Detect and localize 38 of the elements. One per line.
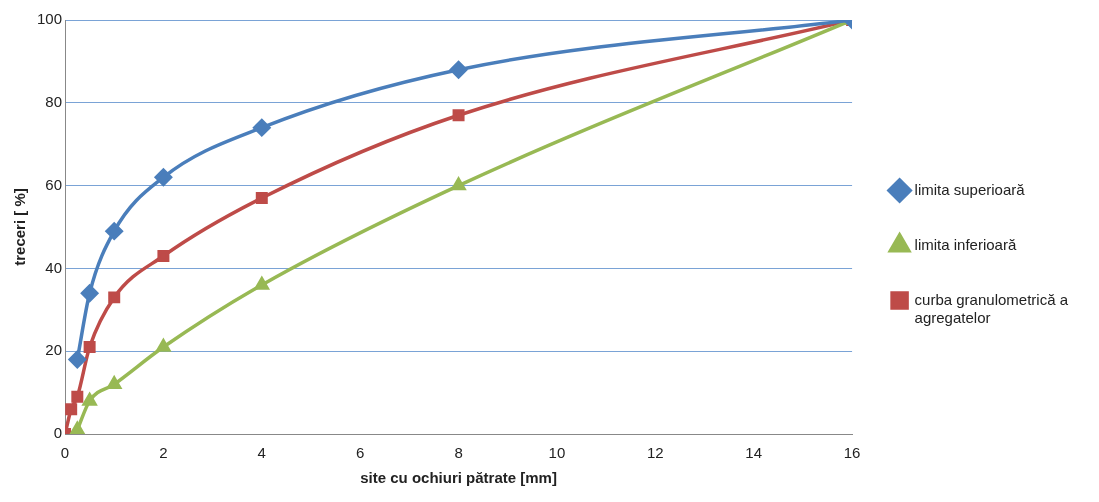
point bbox=[82, 393, 97, 406]
point bbox=[253, 118, 271, 137]
x-tick-label: 10 bbox=[548, 444, 566, 462]
x-tick-label: 12 bbox=[646, 444, 664, 462]
x-tick-label: 6 bbox=[356, 444, 365, 462]
x-tick-label: 4 bbox=[257, 444, 266, 462]
point bbox=[65, 403, 78, 416]
x-tick-label: 8 bbox=[454, 444, 463, 462]
x-tick-label: 2 bbox=[159, 444, 168, 462]
point bbox=[71, 390, 84, 403]
point bbox=[154, 168, 173, 187]
y-tick-label: 60 bbox=[45, 175, 63, 193]
y-tick-label: 40 bbox=[45, 258, 63, 276]
legend-label: limita superioară bbox=[914, 180, 1026, 198]
point bbox=[451, 177, 466, 191]
point bbox=[107, 374, 123, 390]
y-axis-title: treceri [ %] bbox=[11, 188, 29, 266]
point bbox=[157, 249, 170, 262]
y-tick-label: 100 bbox=[37, 10, 63, 28]
point bbox=[156, 339, 171, 352]
y-tick-label: 80 bbox=[45, 92, 63, 110]
x-tick-label: 16 bbox=[843, 444, 861, 462]
point bbox=[80, 284, 99, 302]
point bbox=[68, 350, 87, 369]
y-tick-label: 0 bbox=[53, 424, 63, 442]
point bbox=[70, 422, 85, 434]
x-axis-title: site cu ochiuri pătrate [mm] bbox=[360, 469, 557, 487]
legend-label: curba granulometrică a agregatelor bbox=[914, 290, 1069, 326]
point bbox=[452, 109, 465, 122]
point bbox=[105, 222, 123, 240]
x-tick-label: 14 bbox=[745, 444, 763, 462]
point bbox=[83, 341, 96, 354]
point bbox=[108, 291, 121, 304]
point bbox=[255, 192, 268, 205]
point bbox=[254, 277, 269, 290]
y-tick-label: 20 bbox=[45, 341, 63, 359]
point bbox=[449, 60, 468, 79]
legend-label: limita inferioară bbox=[914, 235, 1017, 253]
